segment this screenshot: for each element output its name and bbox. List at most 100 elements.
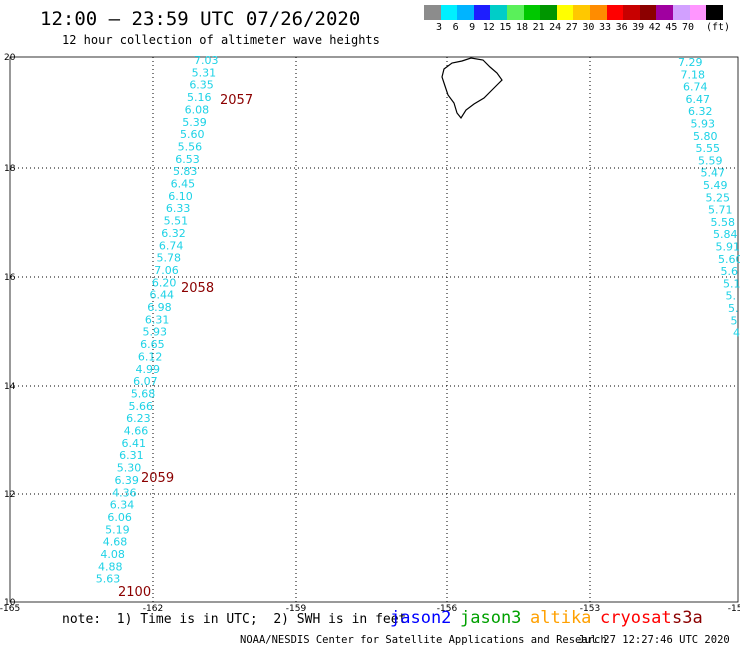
scale-swatch [706, 5, 724, 20]
wave-height-value: 5.91 [716, 241, 740, 254]
x-tick-label: -162 [143, 604, 163, 614]
wave-height-value: 5.49 [703, 179, 728, 192]
wave-height-value: 5.19 [105, 523, 130, 536]
wave-height-value: 5. [728, 302, 739, 315]
satellite-legend-jason2: jason2 [390, 608, 452, 628]
wave-height-value: 6.74 [159, 239, 184, 252]
wave-height-value: 5.31 [192, 66, 217, 79]
wave-height-value: 5.30 [117, 462, 142, 475]
scale-swatch [507, 5, 524, 20]
scale-label: 27 [565, 22, 578, 33]
wave-height-value: 6.74 [683, 81, 708, 94]
scale-swatch [556, 5, 574, 20]
wave-height-value: 4.68 [103, 536, 128, 549]
scale-label: 15 [499, 22, 512, 33]
scale-label: 30 [582, 22, 595, 33]
wave-height-value: 6.07 [133, 375, 158, 388]
big-island-outline [441, 57, 503, 120]
scale-swatch [673, 5, 690, 20]
satellite-legend-s3a: s3a [672, 608, 703, 628]
wave-height-value: 6.98 [147, 301, 172, 314]
satellite-legend-cryosat: cryosat [600, 608, 672, 628]
wave-height-value: 6.33 [166, 202, 191, 215]
scale-swatch [440, 5, 458, 20]
wave-height-value: 6.44 [150, 289, 175, 302]
pass-time-label: 2057 [220, 93, 253, 108]
scale-label: 45 [665, 22, 678, 33]
wave-height-value: 6.47 [686, 93, 711, 106]
wave-height-value: 6.39 [114, 474, 139, 487]
scale-label: 21 [532, 22, 545, 33]
wave-height-value: 4 [733, 327, 740, 340]
x-tick-label: -156 [437, 604, 458, 614]
wave-height-value: 7.29 [678, 56, 703, 69]
scale-label: 12 [482, 22, 495, 33]
wave-height-value: 5.93 [691, 118, 716, 131]
wave-height-value: 4.36 [112, 486, 137, 499]
x-tick-label: -150 [728, 604, 740, 614]
wave-height-value: 7.06 [154, 264, 179, 277]
satellite-legend-jason3: jason3 [460, 608, 522, 628]
x-tick-label: -153 [580, 604, 600, 614]
wave-height-value: 5.16 [187, 91, 212, 104]
scale-label: 70 [681, 22, 695, 33]
map-grid: -165 -162 -159 -156 -153 -150 20 18 16 14 12 10 [0, 53, 740, 614]
wave-height-value: 5.55 [696, 142, 721, 155]
wave-height-value: 5.93 [143, 326, 168, 339]
footer-timestamp: Jul 27 12:27:46 UTC 2020 [578, 634, 730, 646]
scale-label: 9 [469, 22, 476, 33]
wave-height-value: 6.35 [189, 79, 214, 92]
scale-label: 33 [598, 22, 612, 33]
wave-height-value: 6.31 [119, 449, 143, 462]
y-tick-label: 12 [4, 490, 15, 500]
x-tick-label: -165 [0, 604, 20, 614]
wave-height-value: 6.06 [107, 511, 132, 524]
color-scale-legend: 3 6 9 12 15 18 21 24 27 30 33 36 39 42 45 70 (ft) [424, 5, 731, 35]
y-tick-label: 20 [4, 53, 16, 63]
scale-swatch [606, 5, 624, 20]
scale-label: 6 [452, 22, 459, 33]
wave-height-value: 6.32 [161, 227, 186, 240]
satellite-legend-altika: altika [530, 608, 592, 628]
y-tick-label: 10 [4, 598, 16, 608]
wave-height-value: 5.84 [713, 228, 738, 241]
wave-height-value: 6.20 [152, 276, 177, 289]
scale-swatch [540, 5, 558, 20]
wave-height-value: 4.08 [100, 548, 125, 561]
wave-height-value: 5.60 [180, 128, 205, 141]
wave-height-value: 5.63 [96, 573, 121, 586]
page-subtitle: 12 hour collection of altimeter wave hei… [62, 33, 380, 47]
scale-swatch [473, 5, 491, 20]
wave-height-value: 7.18 [681, 68, 706, 81]
wave-height-value: 5.71 [708, 204, 733, 217]
scale-swatch [573, 5, 591, 20]
wave-height-value: 6.31 [145, 313, 170, 326]
y-tick-label: 16 [4, 273, 16, 283]
scale-label: 24 [549, 22, 562, 33]
scale-label: 36 [615, 22, 628, 33]
wave-height-value: 5.60 [718, 253, 740, 266]
wave-height-value: 6.10 [168, 190, 193, 203]
wave-height-value: 6.53 [175, 153, 200, 166]
scale-swatch [623, 5, 641, 20]
wave-height-value: 5.78 [157, 252, 182, 265]
y-tick-label: 18 [4, 164, 16, 174]
y-tick-label: 14 [4, 382, 16, 392]
footer-credit: NOAA/NESDIS Center for Satellite Applica… [240, 634, 607, 646]
wave-height-value: 6.65 [140, 338, 165, 351]
wave-height-value: 5.39 [182, 116, 207, 129]
wave-height-value: 5.25 [706, 191, 731, 204]
wave-height-value: 5.68 [131, 387, 156, 400]
wave-height-value: 4.66 [124, 425, 149, 438]
wave-height-value: 6.41 [121, 437, 145, 450]
wave-height-value: 5. [726, 290, 737, 303]
scale-swatch [457, 5, 475, 20]
scale-label: 18 [515, 22, 529, 33]
wave-height-value: 5.51 [164, 215, 189, 228]
note-text: note: 1) Time is in UTC; 2) SWH is in fe… [62, 612, 407, 627]
wave-height-value: 6.32 [688, 105, 713, 118]
pass-time-label: 2100 [118, 585, 151, 600]
scale-unit: (ft) [706, 22, 731, 33]
wave-height-value: 6.23 [126, 412, 151, 425]
